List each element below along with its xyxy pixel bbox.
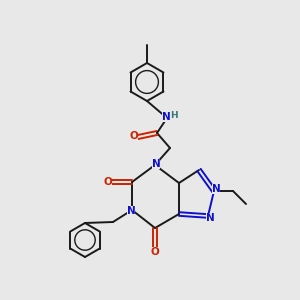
Text: N: N [206,213,214,223]
Text: O: O [103,177,112,187]
Text: O: O [130,131,138,141]
Text: N: N [127,206,135,216]
Text: O: O [151,247,159,257]
Text: N: N [162,112,170,122]
Text: N: N [212,184,220,194]
Text: N: N [152,159,160,169]
Text: H: H [170,110,178,119]
